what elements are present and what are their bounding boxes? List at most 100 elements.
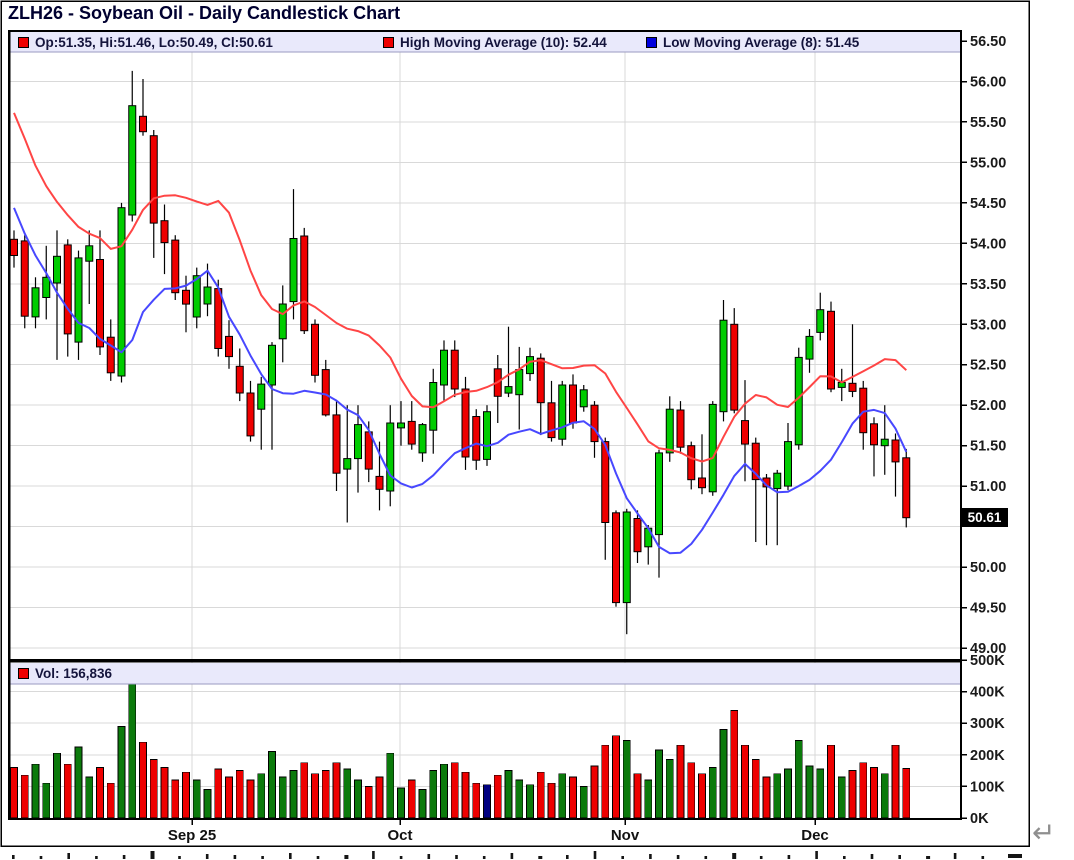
candle-up — [343, 458, 352, 470]
volume-bar — [246, 779, 255, 819]
volume-bar — [354, 779, 362, 819]
price-tick-label: 52.50 — [970, 358, 1006, 374]
legend-item-low-ma: Low Moving Average (8): 51.45 — [646, 34, 859, 50]
volume-tick-label: 500K — [970, 653, 1005, 669]
legend-item-ohlc: Op:51.35, Hi:51.46, Lo:50.49, Cl:50.61 — [18, 34, 273, 50]
candle-down — [332, 414, 341, 474]
candle-up — [85, 245, 94, 262]
volume-bar — [622, 740, 631, 819]
paragraph-return-icon: ↵ — [1032, 817, 1056, 848]
volume-bar — [96, 767, 104, 819]
low-ma-line — [13, 207, 908, 555]
candle-down — [547, 402, 556, 439]
volume-bar — [644, 779, 653, 819]
candle-up — [42, 276, 51, 298]
volume-bar — [633, 773, 642, 819]
volume-bar — [741, 744, 749, 819]
volume-legend-item: Vol: 156,836 — [18, 665, 112, 681]
candle-up — [515, 369, 524, 396]
price-tick-label: 53.50 — [970, 277, 1006, 293]
volume-bar — [751, 759, 760, 819]
volume-bar — [773, 773, 782, 819]
price-tick-label: 55.50 — [970, 115, 1006, 131]
volume-bar — [719, 729, 728, 819]
volume-bar — [870, 767, 878, 819]
candle-up — [117, 207, 126, 377]
volume-bar — [601, 744, 610, 819]
candle-up — [397, 422, 405, 429]
candle-up — [719, 319, 728, 413]
candle-down — [687, 445, 696, 481]
volume-bar — [182, 771, 190, 819]
volume-bar — [461, 771, 470, 819]
volume-bar — [418, 789, 427, 819]
volume-bar — [63, 763, 72, 819]
high-ma-swatch-icon — [383, 36, 394, 48]
volume-bar — [805, 765, 814, 819]
volume-bar — [655, 749, 663, 819]
candle-up — [128, 105, 137, 216]
price-tick-label: 54.50 — [970, 196, 1006, 212]
ohlc-swatch-icon — [18, 36, 29, 48]
candle-down — [698, 477, 706, 489]
volume-bar — [493, 774, 502, 819]
volume-bar — [612, 735, 620, 819]
volume-bar — [160, 767, 169, 819]
volume-bar — [332, 762, 341, 819]
volume-tick-label: 0K — [970, 811, 989, 827]
candle-down — [321, 369, 330, 416]
volume-tick-label: 400K — [970, 685, 1005, 701]
volume-swatch-icon — [18, 667, 29, 679]
candle-up — [558, 384, 567, 440]
volume-tick-label: 200K — [970, 748, 1005, 764]
volume-bar — [848, 770, 857, 819]
volume-bar — [289, 770, 298, 819]
high-ma-line — [13, 112, 907, 463]
volume-bar — [85, 776, 94, 819]
candle-down — [590, 404, 599, 443]
volume-bar — [278, 776, 287, 819]
candle-up — [386, 422, 395, 492]
volume-bar — [827, 744, 835, 819]
volume-bar — [816, 768, 825, 819]
ohlc-legend-label: Op:51.35, Hi:51.46, Lo:50.49, Cl:50.61 — [35, 34, 273, 50]
candle-up — [192, 275, 201, 318]
candle-up — [354, 424, 362, 460]
chart-title: ZLH26 - Soybean Oil - Daily Candlestick … — [8, 3, 401, 23]
candle-up — [289, 238, 298, 303]
volume-bar — [526, 784, 534, 819]
price-tick-label: 56.00 — [970, 75, 1006, 91]
volume-bar — [203, 789, 212, 819]
candle-down — [375, 475, 384, 490]
candle-down — [891, 439, 900, 463]
candle-up — [708, 403, 717, 493]
candle-up — [622, 511, 631, 604]
candle-down — [633, 518, 642, 553]
candle-down — [536, 357, 545, 404]
date-tick-label: Dec — [801, 827, 829, 844]
volume-bar — [472, 782, 481, 819]
volume-bar — [730, 710, 739, 819]
candle-down — [902, 457, 911, 519]
volume-bar — [257, 773, 266, 819]
candle-up — [579, 389, 588, 408]
candle-up — [816, 309, 825, 333]
candle-up — [655, 452, 663, 536]
candle-down — [601, 441, 610, 524]
volume-bar — [42, 782, 51, 819]
volume-bar — [117, 726, 126, 819]
price-tick-label: 56.50 — [970, 34, 1006, 50]
candlesticks — [10, 70, 911, 635]
price-tick-label: 50.00 — [970, 560, 1006, 576]
price-tick-label: 53.00 — [970, 317, 1006, 333]
candle-down — [182, 289, 190, 305]
volume-bar — [837, 776, 846, 819]
candle-down — [246, 392, 255, 437]
volume-legend-strip — [10, 663, 960, 684]
volume-bar — [590, 765, 599, 819]
price-tick-label: 51.50 — [970, 439, 1006, 455]
volume-bar — [149, 759, 158, 819]
volume-bar — [515, 779, 524, 819]
low-ma-legend-label: Low Moving Average (8): 51.45 — [663, 34, 860, 50]
candle-down — [96, 259, 104, 348]
